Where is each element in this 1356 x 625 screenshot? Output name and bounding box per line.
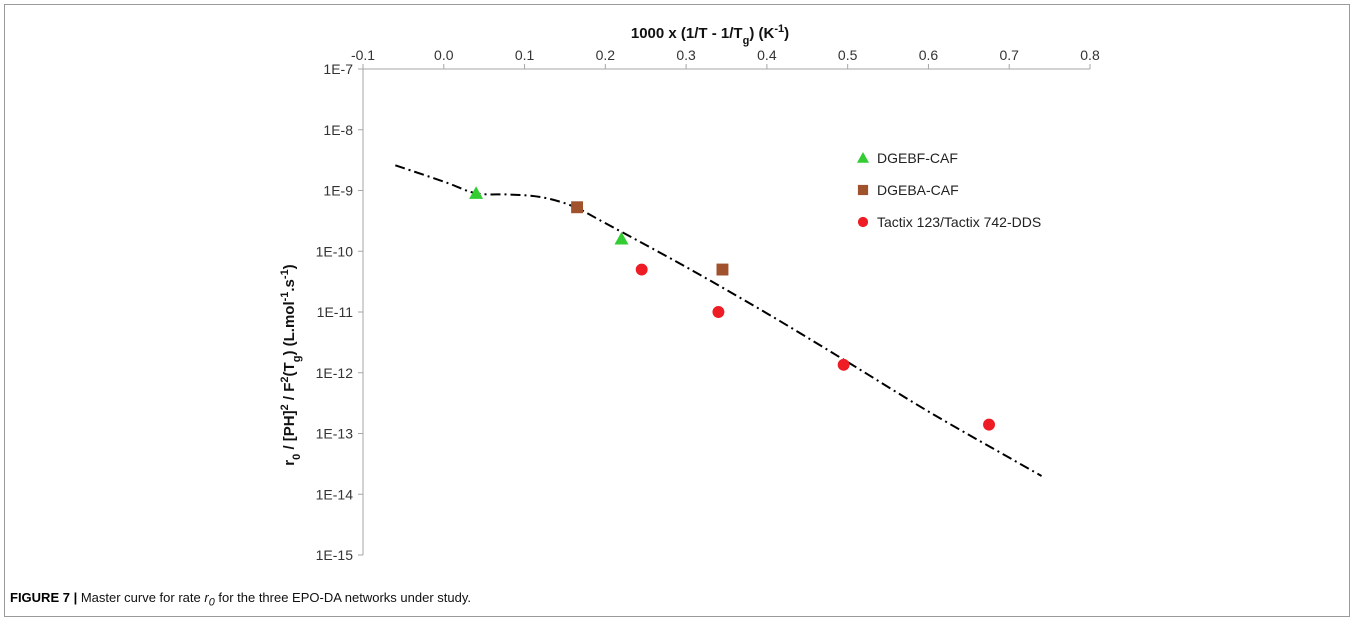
legend-label-tactix-123-tactix-742-dds: Tactix 123/Tactix 742-DDS	[877, 214, 1041, 230]
data-points-layer	[469, 186, 995, 431]
figure-caption: FIGURE 7 | Master curve for rate r0 for …	[10, 590, 471, 609]
y-tick-label: 1E-15	[316, 547, 354, 563]
master-curve-layer	[394, 164, 1043, 477]
caption-rate-letter: r	[204, 590, 209, 605]
x-tick-label: 0.2	[596, 47, 616, 63]
legend-label-dgeba-caf: DGEBA-CAF	[877, 182, 959, 198]
legend: DGEBF-CAF DGEBA-CAF Tactix 123/Tactix 742-…	[857, 150, 1041, 230]
y-tick-label: 1E-9	[323, 183, 353, 199]
x-tick-label: -0.1	[351, 47, 375, 63]
data-point-dgebf-caf	[614, 231, 629, 245]
data-point-tactix-123-tactix-742-dds	[983, 418, 995, 431]
legend-label-dgebf-caf: DGEBF-CAF	[877, 150, 958, 166]
y-tick-label: 1E-13	[316, 426, 354, 442]
x-tick-label: 0.7	[999, 47, 1019, 63]
data-point-dgeba-caf	[716, 263, 729, 276]
y-tick-label: 1E-7	[323, 61, 353, 77]
data-point-dgeba-caf	[571, 201, 584, 214]
x-axis-title: 1000 x (1/T - 1/Tg) (K-1)	[631, 23, 789, 47]
y-axis-title: r0 / [PH]2 / F2(Tg) (L.mol-1.s-1)	[279, 264, 303, 465]
caption-label: FIGURE 7 |	[10, 590, 78, 605]
chart: 1000 x (1/T - 1/Tg) (K-1) r0 / [PH]2 / F…	[279, 23, 1100, 563]
master-curve-line	[394, 164, 1043, 477]
x-tick-label: 0.1	[515, 47, 535, 63]
x-tick-label: 0.4	[757, 47, 777, 63]
axes: -0.1 0.0 0.1 0.2 0.3 0.4 0.5 0.6 0.7 0.8 1E-7 1E-8 1…	[316, 47, 1100, 563]
x-tick-label: 0.6	[919, 47, 939, 63]
x-tick-label: 0.3	[676, 47, 696, 63]
data-point-tactix-123-tactix-742-dds	[635, 263, 648, 276]
caption-text-pre: Master curve for rate	[77, 590, 205, 605]
y-tick-label: 1E-10	[316, 243, 354, 259]
caption-text-post: for the three EPO-DA networks under stud…	[214, 590, 472, 605]
caption-rate-symbol: r0	[204, 590, 214, 609]
y-tick-label: 1E-12	[316, 365, 354, 381]
legend-marker-dgeba-caf	[857, 184, 869, 196]
x-tick-label: 0.5	[838, 47, 858, 63]
data-point-dgebf-caf	[469, 186, 484, 199]
caption-rate-subscript: 0	[208, 596, 215, 609]
y-tick-label: 1E-11	[317, 304, 354, 320]
y-tick-label: 1E-14	[316, 486, 354, 502]
figure-frame	[4, 4, 1350, 617]
y-tick-label: 1E-8	[323, 122, 353, 138]
legend-marker-tactix-123-tactix-742-dds	[857, 216, 869, 228]
x-tick-label: 0.8	[1080, 47, 1100, 63]
legend-marker-dgebf-caf	[857, 152, 869, 163]
data-point-tactix-123-tactix-742-dds	[837, 358, 850, 371]
data-point-tactix-123-tactix-742-dds	[712, 306, 725, 318]
x-tick-label: 0.0	[434, 47, 454, 63]
